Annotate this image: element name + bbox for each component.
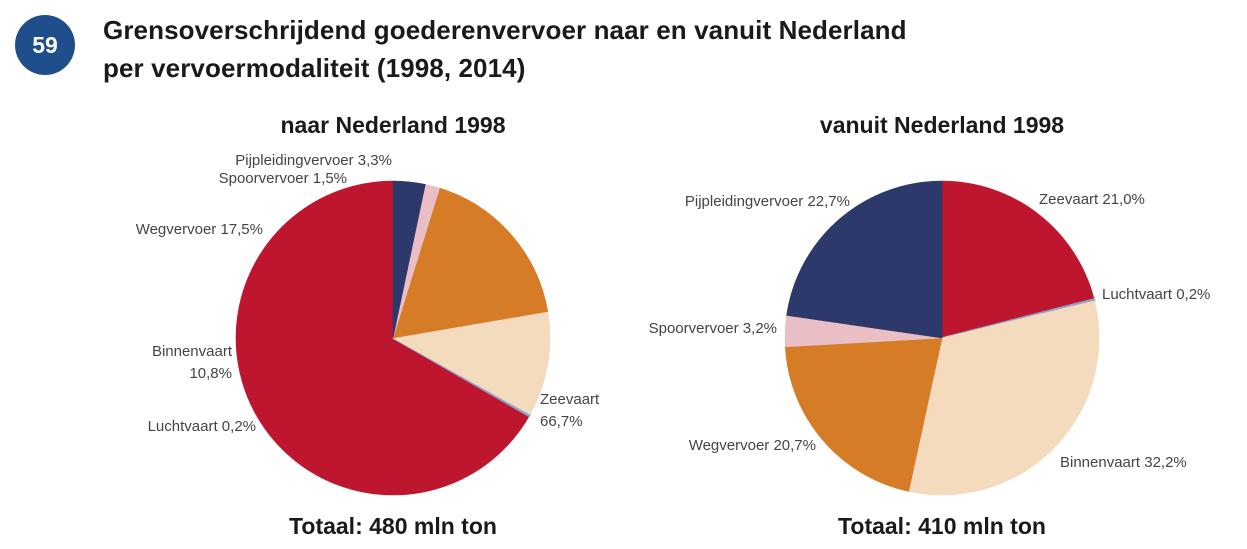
chart-title-naar: naar Nederland 1998 — [280, 112, 505, 138]
figure-title-line-2: per vervoermodaliteit (1998, 2014) — [103, 53, 526, 83]
slice-label-spoorvervoer: Spoorvervoer 1,5% — [219, 170, 347, 187]
pie-chart-vanuit-nederland: vanuit Nederland 1998 Zeevaart 21,0% Luch… — [649, 112, 1211, 539]
pie-slice-pijpleidingvervoer — [392, 180, 426, 339]
pie-slice-zeevaart — [235, 180, 530, 496]
slice-label-luchtvaart: Luchtvaart 0,2% — [148, 418, 256, 435]
slice-label-binnenvaart: Binnenvaart 10,8% — [152, 343, 233, 382]
pie-slices-naar — [235, 180, 551, 496]
chart-title-vanuit: vanuit Nederland 1998 — [820, 112, 1064, 138]
pie-labels-vanuit: Zeevaart 21,0% Luchtvaart 0,2% Binnenvaart… — [649, 191, 1211, 471]
pie-slice-wegvervoer — [392, 187, 549, 339]
slice-label-luchtvaart: Luchtvaart 0,2% — [1102, 286, 1210, 303]
total-label-vanuit: Totaal: 410 mln ton — [838, 513, 1046, 539]
slice-label-spoorvervoer: Spoorvervoer 3,2% — [649, 320, 777, 337]
slice-label-pijpleidingvervoer: Pijpleidingvervoer 3,3% — [235, 152, 392, 169]
slice-label-binnenvaart: Binnenvaart 32,2% — [1060, 454, 1187, 471]
slice-label-wegvervoer: Wegvervoer 17,5% — [136, 221, 263, 238]
pie-chart-naar-nederland: naar Nederland 1998 Zeevaart 66,7% Luchtva… — [136, 112, 600, 539]
pie-slice-wegvervoer — [784, 337, 943, 492]
slice-label-pijpleidingvervoer: Pijpleidingvervoer 22,7% — [685, 193, 850, 210]
total-label-naar: Totaal: 480 mln ton — [289, 513, 497, 539]
pie-slice-binnenvaart — [908, 300, 1100, 496]
pie-slice-pijpleidingvervoer — [786, 180, 943, 339]
pie-slices-vanuit — [784, 180, 1100, 496]
pie-labels-naar: Zeevaart 66,7% Luchtvaart 0,2% Binnenvaart 1… — [136, 152, 600, 435]
slice-label-wegvervoer: Wegvervoer 20,7% — [689, 437, 816, 454]
figure-title: Grensoverschrijdend goederenvervoer naar… — [103, 11, 907, 87]
slice-label-zeevaart: Zeevaart 21,0% — [1039, 191, 1145, 208]
figure-title-line-1: Grensoverschrijdend goederenvervoer naar… — [103, 15, 907, 45]
pie-slice-zeevaart — [941, 180, 1095, 339]
figure-number: 59 — [32, 31, 58, 58]
slice-label-zeevaart: Zeevaart 66,7% — [540, 391, 600, 430]
figure-number-badge: 59 — [15, 15, 75, 75]
pie-slice-binnenvaart — [392, 311, 551, 415]
